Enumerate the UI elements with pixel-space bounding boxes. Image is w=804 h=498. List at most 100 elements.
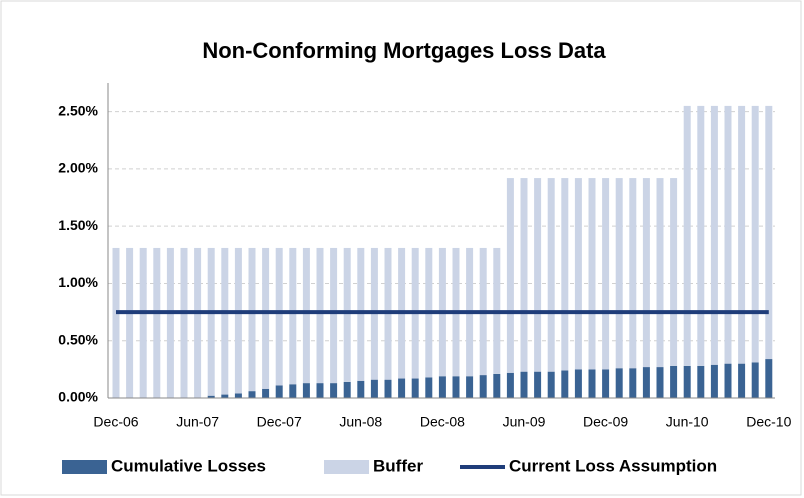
bar bbox=[656, 178, 664, 368]
bar bbox=[289, 384, 297, 398]
bar bbox=[765, 105, 773, 360]
bar bbox=[561, 178, 569, 371]
bar bbox=[452, 376, 460, 398]
bar bbox=[683, 105, 691, 366]
x-tick-label: Jun-08 bbox=[339, 414, 382, 430]
bar bbox=[398, 378, 406, 398]
bar bbox=[466, 376, 474, 398]
bar bbox=[506, 372, 514, 398]
bar bbox=[234, 247, 242, 394]
bar bbox=[710, 364, 718, 398]
bar bbox=[302, 383, 310, 398]
bar bbox=[670, 365, 678, 398]
bar bbox=[275, 385, 283, 398]
bar bbox=[262, 247, 270, 389]
x-tick-label: Dec-10 bbox=[746, 414, 791, 430]
y-tick-label: 0.00% bbox=[58, 389, 98, 405]
bar bbox=[670, 178, 678, 366]
bar bbox=[602, 369, 610, 398]
bar bbox=[112, 247, 120, 398]
bar bbox=[275, 247, 283, 386]
bar bbox=[738, 363, 746, 398]
x-tick-label: Dec-07 bbox=[257, 414, 302, 430]
x-tick-label: Jun-10 bbox=[666, 414, 709, 430]
bar bbox=[316, 383, 324, 398]
bar bbox=[615, 368, 623, 398]
x-tick-label: Dec-08 bbox=[420, 414, 465, 430]
x-tick-label: Dec-06 bbox=[93, 414, 138, 430]
bar bbox=[207, 395, 215, 398]
legend-label: Cumulative Losses bbox=[111, 456, 266, 475]
bar bbox=[561, 370, 569, 398]
bar bbox=[302, 247, 310, 384]
bar bbox=[289, 247, 297, 385]
bar bbox=[656, 367, 664, 398]
bar bbox=[547, 178, 555, 372]
bar bbox=[234, 393, 242, 398]
bar bbox=[438, 376, 446, 398]
bar bbox=[330, 383, 338, 398]
bar bbox=[574, 178, 582, 370]
x-tick-label: Jun-07 bbox=[176, 414, 219, 430]
bar bbox=[547, 371, 555, 398]
bar bbox=[262, 388, 270, 398]
bar bbox=[370, 379, 378, 398]
bar bbox=[207, 247, 215, 396]
bar bbox=[357, 247, 365, 381]
bar bbox=[180, 247, 188, 398]
bar bbox=[343, 247, 351, 382]
chart-title: Non-Conforming Mortgages Loss Data bbox=[202, 38, 606, 63]
bar bbox=[411, 378, 419, 398]
bar bbox=[602, 178, 610, 370]
y-tick-label: 0.50% bbox=[58, 331, 98, 347]
bar bbox=[751, 105, 759, 363]
y-tick-label: 2.00% bbox=[58, 160, 98, 176]
bar bbox=[384, 379, 392, 398]
bar bbox=[425, 377, 433, 398]
bar bbox=[738, 105, 746, 364]
bar bbox=[697, 105, 705, 366]
bar bbox=[574, 369, 582, 398]
bar bbox=[330, 247, 338, 384]
bar bbox=[724, 105, 732, 364]
x-tick-label: Dec-09 bbox=[583, 414, 628, 430]
bar bbox=[534, 178, 542, 372]
bar bbox=[506, 178, 514, 373]
bar bbox=[615, 178, 623, 369]
bar bbox=[316, 247, 324, 384]
bar bbox=[629, 368, 637, 398]
bar bbox=[710, 105, 718, 365]
bar bbox=[697, 365, 705, 398]
bar bbox=[588, 369, 596, 398]
bar bbox=[343, 381, 351, 398]
bar bbox=[765, 359, 773, 398]
bar bbox=[520, 178, 528, 372]
bar bbox=[194, 247, 202, 398]
bar bbox=[248, 247, 256, 392]
y-tick-label: 2.50% bbox=[58, 102, 98, 118]
bar bbox=[221, 247, 229, 395]
bar bbox=[534, 371, 542, 398]
bar bbox=[153, 247, 161, 398]
bar bbox=[126, 247, 134, 398]
bar bbox=[248, 391, 256, 398]
bar bbox=[588, 178, 596, 370]
legend-swatch bbox=[324, 460, 369, 474]
legend-swatch bbox=[62, 460, 107, 474]
y-tick-label: 1.50% bbox=[58, 217, 98, 233]
bar bbox=[751, 362, 759, 398]
legend-label: Current Loss Assumption bbox=[509, 456, 717, 475]
bar bbox=[520, 371, 528, 398]
bar bbox=[139, 247, 147, 398]
y-tick-label: 1.00% bbox=[58, 274, 98, 290]
bar bbox=[683, 365, 691, 398]
bar bbox=[479, 375, 487, 398]
bar bbox=[629, 178, 637, 369]
bar bbox=[493, 373, 501, 398]
legend-label: Buffer bbox=[373, 456, 423, 475]
bar bbox=[357, 380, 365, 398]
bar bbox=[642, 178, 650, 368]
bar bbox=[724, 363, 732, 398]
bar bbox=[221, 394, 229, 398]
